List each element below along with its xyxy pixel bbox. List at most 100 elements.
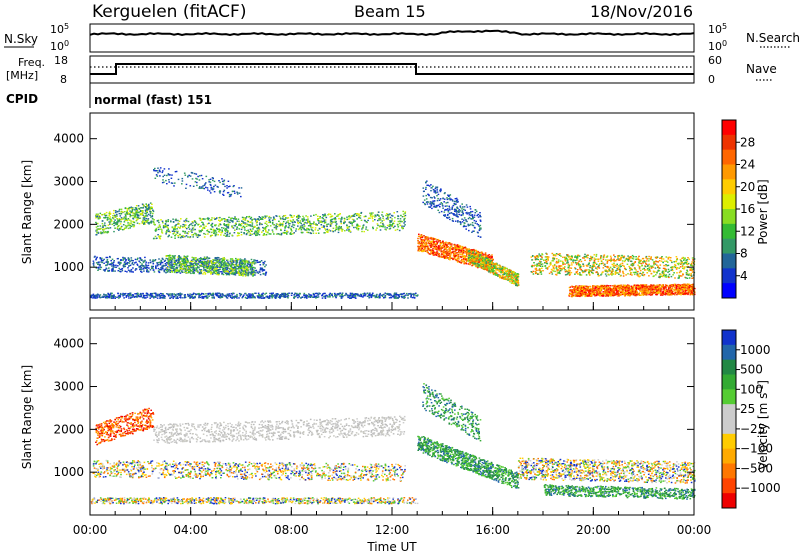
echo-cell [132, 224, 134, 226]
echo-cell [137, 295, 140, 297]
echo-cell [129, 210, 131, 212]
echo-cell [456, 252, 458, 254]
echo-cell [235, 223, 237, 225]
echo-cell [245, 225, 248, 227]
echo-cell [100, 227, 102, 230]
echo-cell [120, 228, 122, 230]
echo-cell [146, 296, 149, 298]
echo-cell [351, 224, 354, 227]
echo-cell [352, 296, 354, 299]
echo-cell [264, 274, 267, 276]
echo-cell [425, 243, 427, 246]
echo-cell [231, 225, 233, 227]
echo-cell [307, 218, 309, 220]
echo-cell [266, 215, 268, 217]
echo-cell [215, 293, 217, 296]
echo-cell [209, 266, 212, 268]
echo-cell [171, 271, 173, 273]
echo-cell [159, 296, 162, 298]
echo-cell [223, 264, 225, 267]
echo-cell [147, 205, 150, 207]
echo-cell [362, 225, 364, 227]
echo-cell [385, 218, 388, 220]
echo-cell [373, 294, 375, 297]
echo-cell [406, 292, 408, 295]
echo-cell [448, 257, 450, 259]
echo-cell [432, 249, 434, 251]
echo-cell [216, 268, 218, 270]
echo-cell [201, 229, 203, 231]
echo-cell [220, 262, 222, 265]
echo-cell [398, 294, 400, 297]
echo-cell [389, 221, 391, 224]
echo-cell [349, 230, 352, 233]
echo-cell [350, 215, 353, 217]
echo-cell [165, 264, 168, 266]
echo-cell [281, 225, 284, 227]
echo-cell [231, 226, 234, 229]
echo-cell [199, 226, 201, 228]
echo-cell [371, 217, 374, 220]
echo-cell [249, 234, 252, 236]
echo-cell [144, 256, 146, 259]
echo-cell [369, 215, 372, 217]
echo-cell [125, 262, 128, 265]
echo-cell [229, 221, 231, 224]
echo-cell [428, 240, 431, 242]
echo-cell [284, 226, 286, 228]
echo-cell [246, 260, 249, 262]
echo-cell [183, 263, 185, 265]
echo-cell [103, 293, 105, 295]
echo-cell [224, 232, 226, 235]
echo-cell [126, 210, 128, 212]
echo-cell [129, 227, 131, 229]
echo-cell [192, 229, 195, 231]
echo-cell [239, 262, 241, 264]
echo-cell [216, 269, 219, 271]
echo-cell [177, 256, 179, 258]
echo-cell [189, 236, 192, 238]
echo-cell [431, 238, 433, 240]
echo-cell [284, 227, 286, 229]
echo-cell [178, 227, 181, 229]
echo-cell [93, 256, 96, 258]
echo-cell [122, 264, 125, 267]
echo-cell [118, 267, 120, 270]
echo-cell [309, 295, 311, 298]
echo-cell [106, 256, 109, 259]
echo-cell [296, 219, 298, 221]
echo-cell [378, 218, 380, 220]
echo-cell [231, 258, 234, 261]
echo-cell [369, 217, 371, 219]
echo-cell [111, 269, 114, 271]
echo-cell [410, 294, 412, 297]
echo-cell [485, 254, 487, 257]
echo-cell [323, 222, 326, 224]
echo-cell [296, 216, 299, 219]
echo-cell [156, 220, 159, 222]
echo-cell [375, 229, 377, 231]
echo-cell [211, 231, 213, 234]
echo-cell [290, 214, 293, 217]
echo-cell [367, 219, 369, 222]
echo-cell [280, 228, 282, 231]
echo-cell [97, 213, 99, 215]
echo-cell [101, 261, 104, 264]
echo-cell [171, 293, 173, 295]
echo-cell [120, 219, 122, 221]
echo-cell [395, 292, 398, 294]
echo-cell [306, 219, 309, 221]
echo-cell [379, 229, 382, 231]
echo-cell [203, 236, 206, 238]
echo-cell [116, 227, 119, 229]
echo-cell [247, 220, 249, 223]
echo-cell [162, 294, 164, 296]
echo-cell [169, 254, 172, 257]
echo-cell [371, 216, 373, 218]
echo-cell [206, 260, 209, 263]
echo-cell [221, 271, 223, 273]
echo-cell [297, 221, 299, 224]
echo-cell [179, 233, 181, 236]
echo-cell [226, 259, 229, 261]
echo-cell [241, 220, 243, 222]
